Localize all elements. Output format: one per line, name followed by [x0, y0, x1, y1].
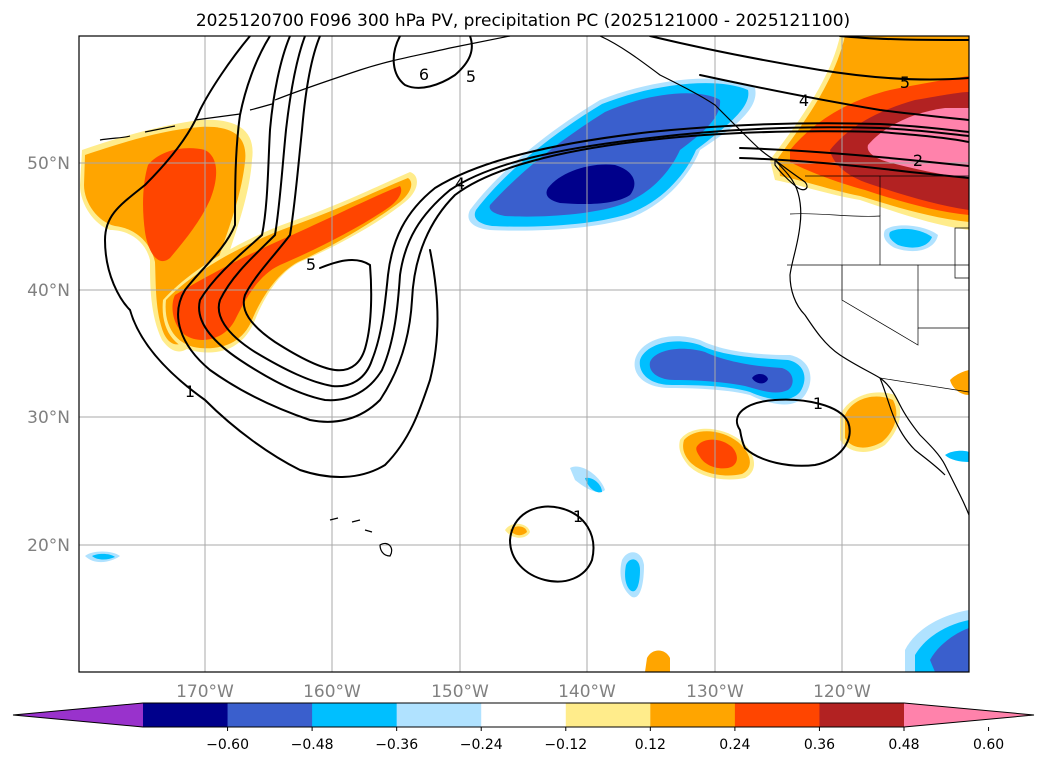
pv-contour-3	[198, 36, 969, 402]
border-wa-or	[789, 213, 881, 265]
lat-tick-label: 20°N	[27, 536, 70, 556]
precip-positive-region-west-036	[143, 148, 217, 262]
colorbar-tick-label: −0.36	[375, 737, 418, 753]
pv-contours	[104, 36, 969, 583]
pv-contour-east-closed	[735, 398, 851, 467]
precip-negative-cell-southwest-024	[585, 477, 602, 493]
precip-positive-cell-east-edge	[950, 370, 969, 395]
colorbar-tick-label: 0.60	[973, 737, 1004, 753]
pv-contour-8	[699, 74, 969, 121]
precip-positive-cell-south-024	[510, 526, 527, 536]
precip-positive-band-mid-036	[172, 186, 402, 340]
colorbar-tick-label: −0.48	[291, 737, 334, 753]
precip-negative-region-southeast-036	[930, 628, 969, 672]
contour-label: 6	[419, 65, 429, 84]
lat-tick-label: 30°N	[27, 408, 70, 428]
pv-contour-7	[649, 36, 969, 81]
contour-label: 1	[813, 394, 823, 413]
colorbar-segment	[143, 703, 229, 727]
coastline-hawaii	[329, 517, 393, 557]
border-utah-box	[954, 227, 969, 279]
coastlines	[99, 36, 969, 557]
graticule	[79, 36, 969, 672]
colorbar: −0.60 −0.48 −0.36 −0.24 −0.12 0.12 0.24 0.36 0.4…	[12, 702, 1035, 753]
precip-negative-region-gulf-048	[546, 164, 635, 205]
colorbar-tick-label: −0.24	[460, 737, 503, 753]
coastline-aleutians	[99, 103, 273, 141]
lon-tick-label: 140°W	[558, 682, 616, 702]
pv-contour-2	[177, 36, 969, 423]
contour-labels: 1 1 1 4 4 5 5 5 6 2	[185, 65, 923, 526]
coastline-alaska	[274, 36, 746, 136]
latitude-labels: 50°N 40°N 30°N 20°N	[27, 154, 70, 556]
colorbar-outline	[12, 702, 1035, 728]
colorbar-extend-min	[13, 703, 143, 727]
map-frame	[78, 35, 970, 673]
precip-positive-cell-baja-024	[845, 396, 897, 448]
colorbar-segment	[312, 703, 398, 727]
contour-label: 4	[799, 91, 809, 110]
pv-contour-10	[739, 157, 969, 179]
chart-title: 2025120700 F096 300 hPa PV, precipitatio…	[196, 11, 850, 31]
precip-positive-cell-28n-036	[696, 439, 737, 469]
lat-tick-label: 50°N	[27, 154, 70, 174]
pv-contour-5	[242, 36, 373, 372]
lat-tick-label: 40°N	[27, 281, 70, 301]
pv-contour-11	[839, 36, 969, 41]
coastline-baja	[879, 377, 946, 476]
coastline-vancouver-island	[774, 159, 808, 191]
contour-label: 5	[466, 67, 476, 86]
colorbar-segment	[650, 703, 736, 727]
colorbar-tick-label: 0.12	[635, 737, 666, 753]
contour-label: 1	[185, 382, 195, 401]
precip-positive-cell-bottom	[645, 650, 670, 672]
pv-contour-south-closed	[509, 505, 595, 583]
pv-contour-4	[217, 36, 969, 388]
border-ca-nv	[841, 265, 919, 346]
contour-label: 2	[913, 151, 923, 170]
map-panel: 1 1 1 4 4 5 5 5 6 2	[79, 36, 969, 672]
colorbar-segment	[396, 703, 482, 727]
colorbar-tick-label: 0.24	[719, 737, 750, 753]
precip-negative-cell-south-024	[625, 559, 640, 592]
colorbar-segment	[819, 703, 905, 727]
precip-negative-cell-east-edge	[945, 450, 969, 462]
colorbar-segment	[481, 703, 567, 727]
border-nv-ut	[917, 265, 969, 329]
colorbar-extend-max	[904, 703, 1034, 727]
lon-tick-label: 150°W	[431, 682, 489, 702]
state-borders	[787, 175, 969, 393]
lon-tick-label: 130°W	[686, 682, 744, 702]
lon-tick-label: 120°W	[813, 682, 871, 702]
colorbar-tick-label: −0.60	[206, 737, 249, 753]
colorbar-tick-label: 0.36	[804, 737, 835, 753]
colorbar-tick-label: 0.48	[888, 737, 919, 753]
longitude-labels: 170°W 160°W 150°W 140°W 130°W 120°W	[176, 682, 871, 702]
colorbar-segment	[227, 703, 313, 727]
precip-negative-cell-inland-024	[889, 228, 932, 248]
contour-label: 5	[900, 73, 910, 92]
contour-label: 4	[455, 174, 465, 193]
lon-tick-label: 160°W	[303, 682, 361, 702]
pv-contour-9	[739, 147, 969, 167]
colorbar-segment	[734, 703, 820, 727]
colorbar-tick-label: −0.12	[544, 737, 587, 753]
colorbar-segment	[565, 703, 651, 727]
border-us-mexico	[879, 377, 969, 393]
pv-contour-1	[104, 36, 439, 478]
contour-label: 5	[306, 255, 316, 274]
precip-negative-region-gulf-036	[489, 93, 721, 217]
pv-contour-6	[392, 36, 473, 89]
precip-negative-cell-far-west-024	[92, 553, 115, 560]
precip-negative-cell-subtropical	[752, 373, 768, 384]
contour-label: 1	[573, 507, 583, 526]
lon-tick-label: 170°W	[176, 682, 234, 702]
